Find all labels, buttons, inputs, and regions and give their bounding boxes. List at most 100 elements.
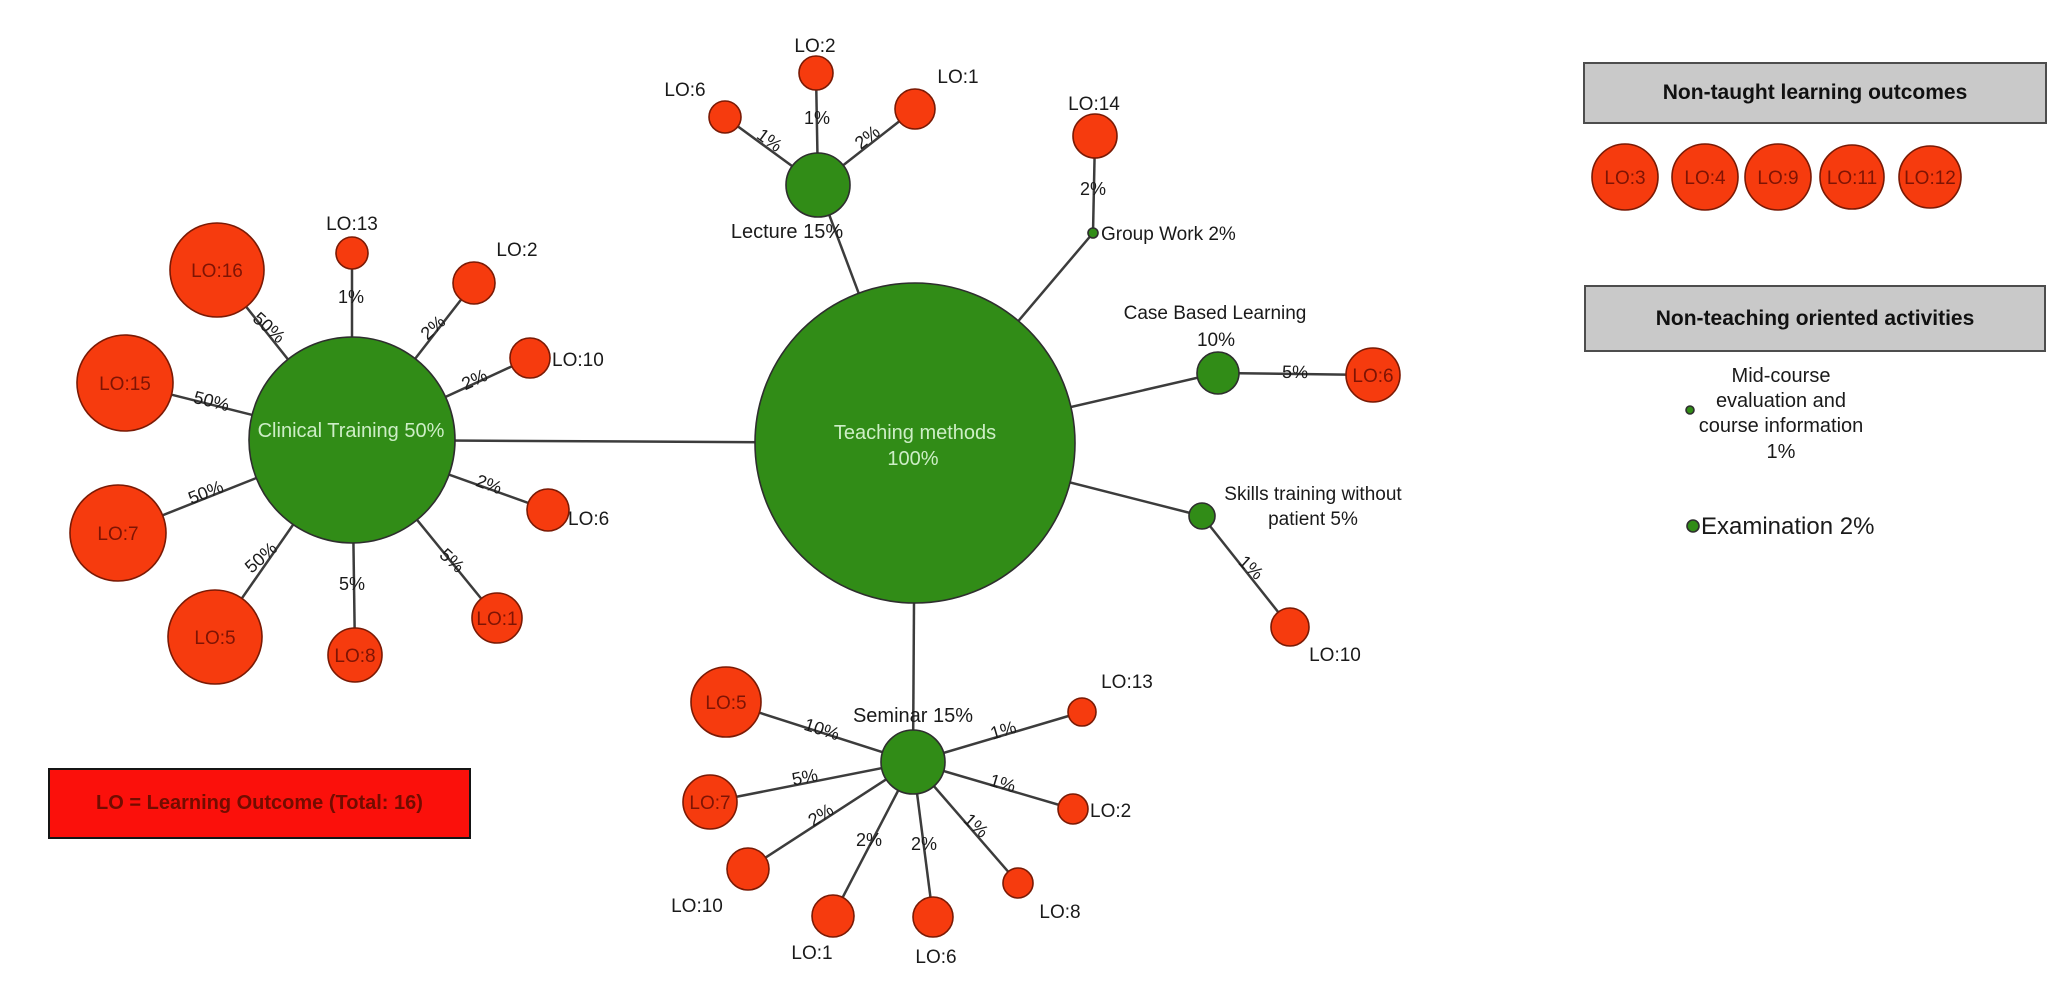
edge-label-lecture-l6: 1% (753, 124, 786, 155)
node-l14 (1072, 113, 1118, 159)
node-g11 (1819, 144, 1885, 210)
non-teaching-legend-title: Non-teaching oriented activities (1655, 306, 1975, 330)
label-teaching-1: 100% (887, 448, 938, 470)
label-seminar: Seminar 15% (853, 705, 973, 727)
edge-label-lecture-l2: 1% (804, 108, 830, 128)
label-l1: LO:1 (937, 67, 978, 88)
lo-total-box: LO = Learning Outcome (Total: 16) (48, 768, 471, 839)
label-lecture: Lecture 15% (731, 221, 844, 243)
node-m1 (811, 894, 855, 938)
edge-label-clinical-c16: 50% (249, 308, 289, 347)
node-c16 (169, 222, 265, 318)
edge-label-clinical-c15: 50% (192, 387, 232, 415)
edge-label-seminar-m5: 10% (802, 714, 842, 744)
label-l2: LO:2 (794, 36, 835, 57)
edge-label-seminar-m1: 2% (856, 830, 882, 850)
node-c15 (76, 334, 174, 432)
non-taught-legend-title: Non-taught learning outcomes (1662, 81, 1968, 104)
node-l1 (894, 88, 936, 130)
node-seminar (880, 729, 946, 795)
edge-label-seminar-m6: 2% (911, 834, 937, 854)
edge-label-seminar-m7: 5% (790, 765, 819, 790)
label-c2: LO:2 (496, 240, 537, 261)
edge-seminar-m7 (709, 760, 914, 804)
label-midcourse-1: evaluation and (1716, 390, 1846, 412)
label-l6: LO:6 (664, 80, 705, 101)
label-cbl-0: Case Based Learning (1124, 303, 1307, 324)
label-m7: LO:7 (689, 793, 730, 814)
edge-skills-s10 (1201, 515, 1291, 628)
label-m6: LO:6 (915, 947, 956, 968)
node-lecture (785, 152, 851, 218)
label-groupwork: Group Work 2% (1101, 224, 1236, 245)
node-c5 (167, 589, 263, 685)
edge-label-clinical-c13: 1% (338, 287, 364, 307)
label-g12: LO:12 (1904, 168, 1956, 189)
label-teaching-0: Teaching methods (834, 422, 996, 444)
node-c1 (471, 592, 523, 644)
node-c8 (327, 627, 383, 683)
node-b6 (1345, 347, 1401, 403)
node-l6 (708, 100, 742, 134)
label-m13: LO:13 (1101, 672, 1153, 693)
label-g4: LO:4 (1684, 168, 1726, 189)
label-exam: Examination 2% (1701, 513, 1874, 540)
edge-label-lecture-l1: 2% (851, 121, 884, 153)
label-c6: LO:6 (568, 509, 609, 530)
label-g11: LO:11 (1827, 168, 1877, 189)
node-c7 (69, 484, 167, 582)
edge-label-clinical-c2: 2% (417, 311, 450, 343)
node-m5 (690, 666, 762, 738)
edge-label-clinical-c7: 50% (185, 476, 226, 508)
edge-label-seminar-m13: 1% (988, 717, 1019, 744)
label-g3: LO:3 (1604, 168, 1645, 189)
label-m1: LO:1 (791, 943, 832, 964)
node-c13 (335, 236, 369, 270)
node-c2 (452, 261, 496, 305)
node-m2 (1057, 793, 1089, 825)
edge-label-seminar-m10: 2% (804, 799, 837, 830)
label-c16: LO:16 (191, 261, 243, 282)
node-m8 (1002, 867, 1034, 899)
node-m13 (1067, 697, 1097, 727)
node-l2 (798, 55, 834, 91)
edge-label-skills-s10: 1% (1235, 551, 1268, 583)
node-skills (1188, 502, 1216, 530)
label-midcourse-0: Mid-course (1732, 365, 1831, 387)
label-midcourse-3: 1% (1767, 441, 1796, 463)
label-c13: LO:13 (326, 214, 378, 235)
label-c10: LO:10 (552, 350, 604, 371)
node-c6 (526, 488, 570, 532)
edge-label-clinical-c8: 5% (339, 574, 365, 594)
edge-label-groupwork-l14: 2% (1080, 179, 1106, 199)
node-g3 (1591, 143, 1659, 211)
label-s10: LO:10 (1309, 645, 1361, 666)
edge-label-cbl-b6: 5% (1282, 362, 1308, 382)
node-g9 (1744, 143, 1812, 211)
label-c15: LO:15 (99, 374, 151, 395)
node-c10 (509, 337, 551, 379)
label-m5: LO:5 (705, 693, 746, 714)
node-m7 (682, 774, 738, 830)
node-m6 (912, 896, 954, 938)
node-s10 (1270, 607, 1310, 647)
edge-label-seminar-m2: 1% (987, 770, 1018, 797)
label-c1: LO:1 (476, 609, 517, 630)
node-m10 (726, 847, 770, 891)
label-midcourse-2: course information (1699, 415, 1864, 437)
label-m10: LO:10 (671, 896, 723, 917)
label-skills-0: Skills training without (1224, 484, 1402, 505)
non-teaching-legend-box: Non-teaching oriented activities (1584, 285, 2046, 352)
node-groupwork (1087, 227, 1099, 239)
node-clinical (248, 336, 456, 544)
node-exam (1686, 519, 1700, 533)
node-teaching (754, 282, 1076, 604)
node-g12 (1898, 145, 1962, 209)
node-cbl (1196, 351, 1240, 395)
label-m2: LO:2 (1090, 801, 1131, 822)
node-midcourse (1685, 405, 1695, 415)
label-b6: LO:6 (1352, 366, 1393, 387)
label-l14: LO:14 (1068, 94, 1120, 115)
